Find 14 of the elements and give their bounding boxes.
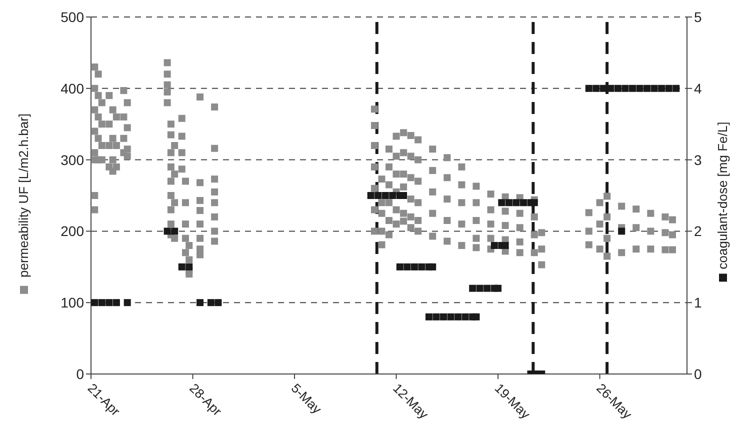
y-tick-label: 300 [60,152,84,168]
y2-tick-label: 4 [694,80,702,96]
y2-tick-label: 1 [694,294,702,311]
y-tick-label: 200 [60,223,84,240]
y2-tick-label: 3 [694,152,702,168]
y2-tick-label: 0 [694,366,702,382]
y-tick-label: 100 [60,294,84,311]
y-tick-label: 0 [76,366,84,382]
y-tick-label: 500 [60,8,84,25]
y-tick-label: 400 [60,80,84,96]
y2-axis-title: coagulant-dose [mg Fe/L] [715,122,730,270]
y2-tick-label: 5 [694,8,702,25]
y-axis-title: permeability UF [L/m2.h.bar] [16,113,31,278]
y2-tick-label: 2 [694,223,702,240]
